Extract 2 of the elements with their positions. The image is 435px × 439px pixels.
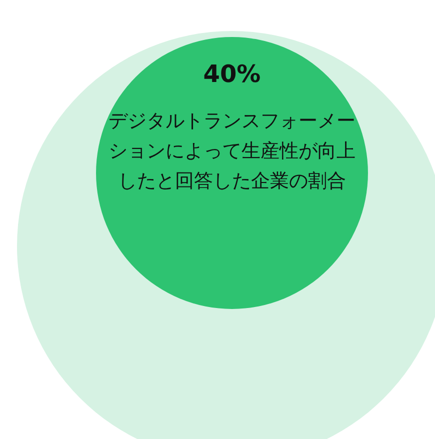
category-label: デジタルトランスフォーメーションによって生産性が向上したと回答した企業の割合 <box>108 110 356 192</box>
data-label: 40% <box>203 60 261 88</box>
